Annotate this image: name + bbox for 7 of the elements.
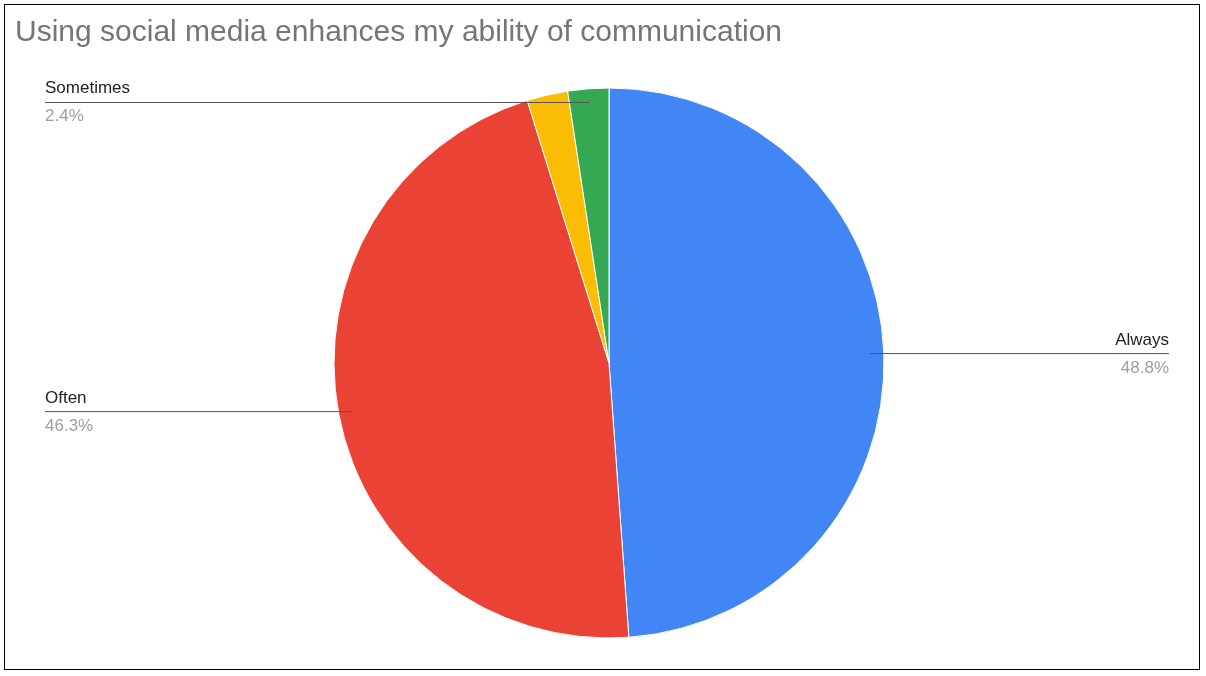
data-label: 48.8%: [1120, 357, 1169, 377]
slice-label: Always: [1115, 329, 1169, 349]
slice-label: Sometimes: [45, 78, 131, 98]
data-label: 2.4%: [45, 106, 84, 126]
data-label: 46.3%: [45, 415, 94, 435]
slice-label: Often: [45, 387, 87, 407]
chart-title: Using social media enhances my ability of communication: [15, 14, 783, 47]
